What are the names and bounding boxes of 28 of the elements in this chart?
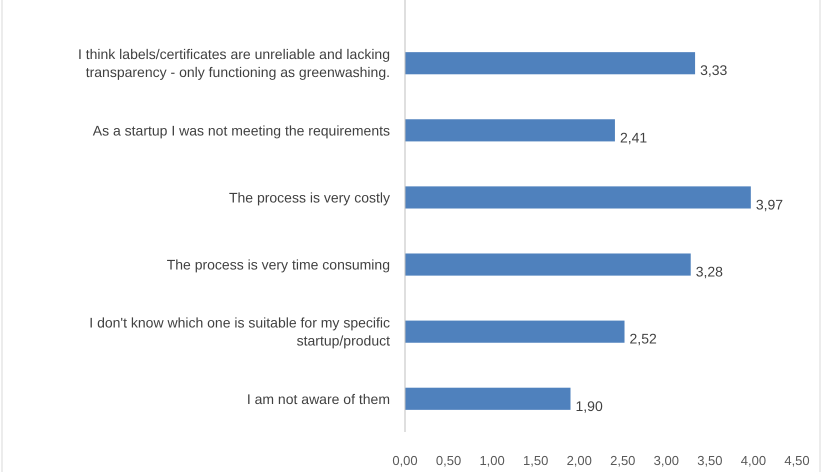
x-tick-label: 1,00 — [479, 453, 505, 468]
data-label: 3,97 — [756, 196, 784, 212]
x-tick-label: 4,00 — [740, 453, 766, 468]
bar — [405, 320, 625, 343]
x-tick-label: 0,50 — [436, 453, 462, 468]
x-tick-label: 2,50 — [610, 453, 636, 468]
x-tick-label: 4,50 — [784, 453, 810, 468]
x-tick-label: 3,50 — [697, 453, 723, 468]
bar — [405, 186, 751, 209]
bar — [405, 388, 571, 410]
bar — [405, 119, 615, 142]
bar — [405, 253, 691, 276]
y-tick-label: The process is very costly — [228, 189, 390, 206]
x-tick-label: 2,00 — [566, 453, 592, 468]
x-tick-label: 1,50 — [523, 453, 548, 468]
data-label: 3,33 — [700, 62, 728, 78]
data-label: 3,28 — [696, 264, 724, 280]
y-tick-label: I don't know which one is suitable for my specific startup/product — [89, 314, 390, 349]
x-tick-label: 0,00 — [392, 453, 418, 468]
x-tick-label: 3,00 — [654, 453, 679, 468]
y-tick-label: I am not aware of them — [246, 390, 390, 407]
bar — [405, 52, 696, 74]
data-label: 2,41 — [620, 129, 648, 146]
y-tick-label: I think labels/certificates are unreliable and lacking transparency - only functioning as greenwashing. — [78, 46, 390, 80]
y-tick-label: As a startup I was not meeting the requirements — [92, 122, 390, 138]
data-label: 2,52 — [630, 330, 657, 347]
y-tick-label: The process is very time consuming — [166, 256, 390, 273]
data-label: 1,90 — [576, 398, 603, 414]
